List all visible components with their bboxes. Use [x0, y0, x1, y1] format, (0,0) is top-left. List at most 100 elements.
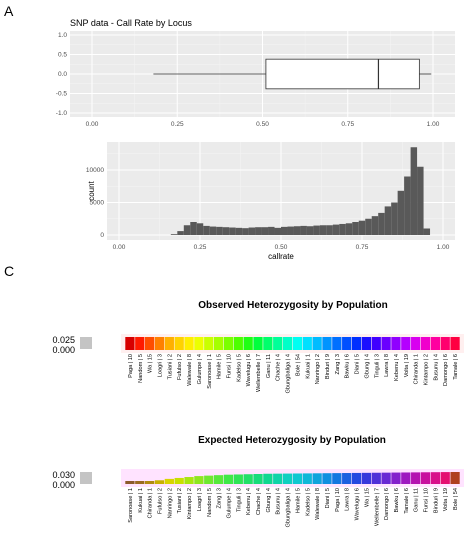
expected-population-label: Kukuai | 1	[138, 488, 144, 513]
histogram-bar	[248, 227, 256, 235]
expected-population-label: Diani | 5	[325, 488, 331, 508]
expected-cell	[420, 472, 431, 484]
observed-population-label: Zang | 3	[335, 354, 341, 374]
expected-population-label: Chache | 4	[256, 488, 262, 515]
observed-scale-ticks	[80, 337, 92, 349]
observed-population-label: Kukuai | 1	[305, 354, 311, 379]
observed-population-label: Binduri | 9	[325, 354, 331, 379]
histogram-x-tick-label: 0.00	[113, 244, 126, 251]
expected-cell	[282, 473, 293, 484]
observed-population-label: Bawku | 6	[345, 354, 351, 378]
expected-heatmap-cells	[121, 469, 464, 487]
observed-population-label: Funsi | 10	[226, 354, 232, 378]
histogram-bar	[345, 223, 353, 235]
histogram-bar	[190, 222, 197, 235]
observed-population-label: Tusiani | 2	[167, 354, 173, 380]
observed-cell	[204, 337, 214, 350]
histogram-bar	[183, 225, 191, 235]
boxplot-x-tick-label: 0.00	[86, 121, 99, 128]
expected-cell	[125, 481, 135, 484]
histogram-bar	[391, 202, 398, 235]
observed-cell	[213, 337, 224, 350]
histogram-bar	[319, 225, 327, 235]
histogram-y-tick-labels: 10000 5000 0	[86, 167, 104, 239]
observed-population-label: Loagri | 3	[157, 354, 163, 377]
observed-heatmap-title: Observed Heterozygosity by Population	[198, 300, 387, 311]
observed-population-labels: Paga | 10 Nandom | 5 Wa | 15 Loagri | 3 Tusi…	[128, 354, 459, 393]
histogram-bar	[397, 190, 405, 235]
observed-cell	[233, 337, 243, 350]
observed-population-label: Ganu | 11	[266, 354, 272, 378]
expected-population-label: Bole | 54	[453, 488, 459, 510]
expected-cell	[145, 481, 155, 484]
histogram-x-tick-label: 0.50	[275, 244, 288, 251]
histogram-bar	[417, 166, 424, 235]
histogram-bar	[255, 227, 262, 235]
expected-cell	[391, 472, 401, 484]
expected-cell	[184, 477, 194, 484]
histogram-bar	[365, 218, 372, 235]
histogram-chart: 10000 5000 0 0.00 0.25 0.50 0.75 1.00 callrate…	[86, 142, 455, 261]
histogram-x-axis-title: callrate	[268, 252, 294, 261]
boxplot-y-tick-label: 0.5	[58, 52, 67, 59]
expected-population-label: Walewale | 8	[315, 488, 321, 520]
expected-population-label: Gbungbaliga | 4	[286, 488, 292, 527]
observed-heterozygosity-heatmap: Observed Heterozygosity by Population 0.…	[52, 300, 464, 393]
observed-cell	[371, 337, 381, 350]
expected-cell	[401, 472, 411, 484]
expected-population-label: Loagri | 3	[197, 488, 203, 511]
observed-population-label: Chache | 4	[276, 354, 282, 381]
expected-cell	[174, 477, 184, 484]
histogram-bar	[209, 226, 217, 235]
observed-population-label: Diani | 5	[355, 354, 361, 374]
observed-cell	[430, 337, 440, 350]
observed-cell	[401, 337, 411, 350]
histogram-bar	[229, 227, 236, 235]
histogram-y-tick-label: 0	[100, 232, 104, 239]
observed-cell	[243, 337, 253, 350]
observed-cell	[223, 337, 234, 350]
histogram-bar	[235, 227, 243, 235]
histogram-x-tick-label: 1.00	[437, 244, 450, 251]
expected-population-label: Gbung | 4	[266, 488, 272, 512]
expected-population-label: Binduri | 9	[433, 488, 439, 513]
observed-population-label: Busunu | 4	[433, 354, 439, 381]
expected-population-label: Kintampo | 2	[187, 488, 193, 519]
observed-population-label: Damongo | 6	[443, 354, 449, 386]
expected-population-label: Busunu | 4	[276, 488, 282, 515]
expected-cell	[302, 473, 312, 484]
expected-cell	[263, 473, 273, 484]
observed-cell	[381, 337, 391, 350]
expected-population-label: Fufulso | 2	[157, 488, 163, 514]
observed-cell	[194, 337, 204, 350]
histogram-bar	[306, 226, 314, 235]
boxplot-x-tick-labels: 0.00 0.25 0.50 0.75 1.00	[86, 121, 440, 128]
expected-cell	[342, 473, 352, 484]
histogram-bar	[378, 212, 385, 235]
expected-population-label: Tinguli | 3	[236, 488, 242, 512]
observed-scale-min-label: 0.000	[52, 345, 75, 355]
expected-cell	[361, 472, 372, 484]
observed-cell	[292, 337, 303, 350]
expected-cell	[450, 472, 460, 484]
histogram-bar	[423, 228, 431, 235]
expected-cell	[381, 472, 391, 484]
histogram-x-tick-label: 0.25	[194, 244, 207, 251]
histogram-bar	[261, 227, 269, 235]
observed-population-label: Kebenu | 4	[394, 354, 400, 381]
boxplot-box	[265, 58, 420, 90]
expected-heterozygosity-heatmap: Expected Heterozygosity by Population 0.…	[52, 435, 464, 527]
expected-cell	[223, 474, 234, 484]
histogram-bar	[177, 231, 184, 235]
expected-scale-min-label: 0.000	[52, 480, 75, 490]
histogram-bar	[404, 176, 411, 235]
expected-cell	[213, 475, 224, 484]
expected-cell	[243, 474, 253, 484]
expected-population-label: Lawra | 8	[345, 488, 351, 511]
expected-population-label: Gulumpe | 4	[226, 488, 232, 518]
expected-population-label: Bawku | 6	[394, 488, 400, 512]
expected-scale-max-label: 0.030	[52, 470, 75, 480]
observed-cell	[273, 337, 283, 350]
observed-population-label: Kintampo | 2	[424, 354, 430, 385]
